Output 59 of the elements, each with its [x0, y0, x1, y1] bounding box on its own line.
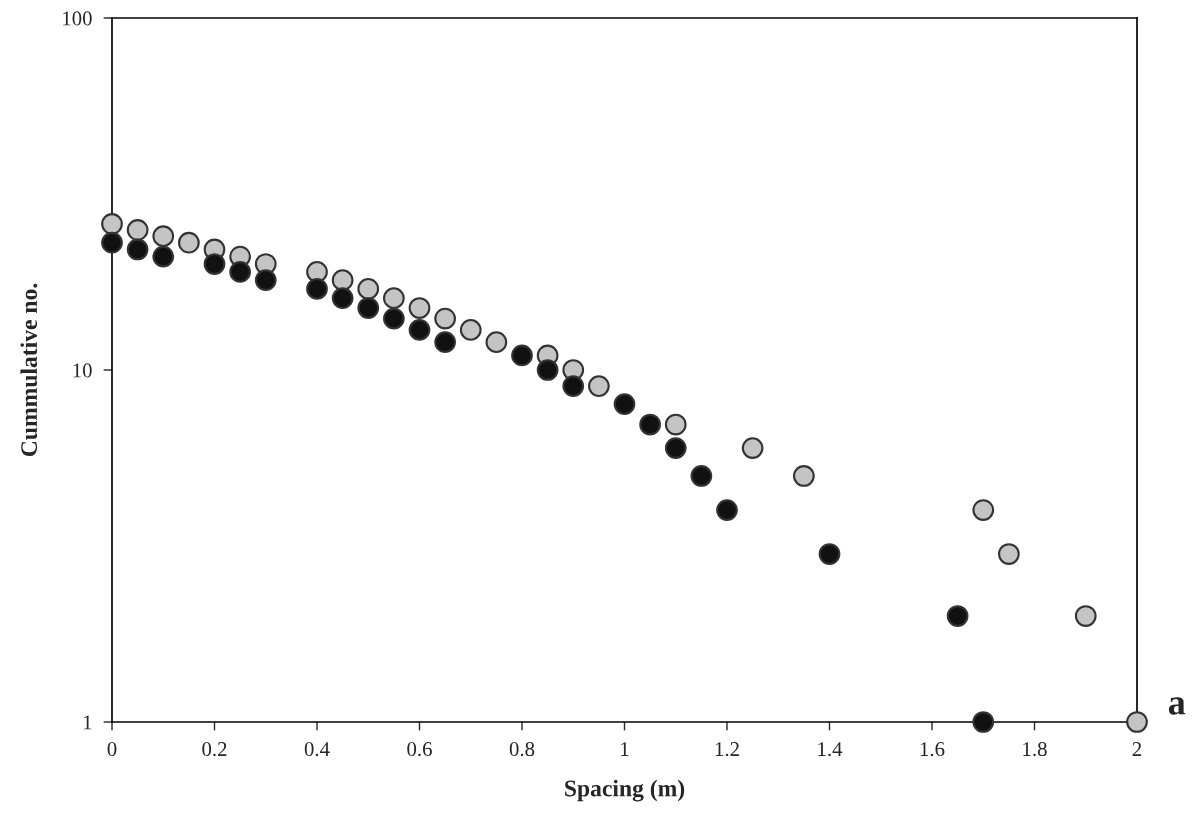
point — [203, 253, 226, 275]
y-tick-label: 1 — [83, 715, 92, 730]
point — [562, 375, 585, 397]
x-tick-label: 1.4 — [818, 742, 843, 757]
x-tick-label: 2 — [1132, 742, 1142, 756]
point — [408, 319, 431, 341]
x-tick-label: 0.8 — [509, 742, 535, 757]
point — [588, 375, 610, 397]
point — [664, 437, 687, 459]
point — [972, 711, 995, 733]
point — [972, 499, 995, 521]
point — [126, 219, 149, 241]
x-tick-label: 0.6 — [407, 742, 432, 757]
point — [690, 465, 713, 487]
x-tick-label: 0.2 — [202, 742, 227, 757]
text: a — [1168, 697, 1186, 715]
point — [434, 307, 456, 330]
point — [639, 413, 661, 436]
point — [459, 319, 482, 341]
point — [331, 269, 354, 292]
point — [306, 278, 328, 300]
point — [408, 297, 431, 319]
point — [383, 307, 405, 330]
point — [101, 213, 123, 235]
point — [357, 297, 380, 319]
point — [357, 278, 380, 300]
point — [741, 437, 764, 459]
point — [716, 499, 738, 521]
point — [254, 269, 277, 292]
y-tick-label: 100 — [63, 11, 92, 26]
point — [664, 413, 687, 436]
point — [178, 231, 200, 254]
point — [946, 605, 969, 627]
point — [613, 393, 636, 415]
point — [998, 543, 1020, 565]
point — [793, 465, 815, 487]
point — [818, 543, 841, 565]
point — [229, 261, 251, 283]
y-tick-label: 10 — [73, 363, 92, 378]
point — [101, 231, 123, 254]
point — [536, 359, 559, 381]
point — [511, 344, 533, 367]
point — [485, 331, 508, 353]
point — [331, 287, 354, 310]
point — [1074, 605, 1097, 627]
point — [1126, 711, 1148, 733]
x-tick-label: 1.2 — [715, 742, 739, 757]
y-axis-title: Cummulative no. — [20, 283, 38, 457]
point — [126, 238, 149, 261]
point — [434, 331, 456, 353]
x-tick-label: 0 — [107, 742, 117, 757]
point — [383, 287, 405, 310]
x-tick-label: 0.4 — [304, 742, 330, 757]
x-tick-label: 1.6 — [920, 742, 945, 757]
x-axis-title: Spacing (m) — [565, 779, 685, 802]
point — [152, 245, 175, 268]
point — [152, 225, 175, 248]
x-tick-label: 1.8 — [1023, 742, 1047, 757]
x-tick-label: 1 — [621, 742, 629, 756]
